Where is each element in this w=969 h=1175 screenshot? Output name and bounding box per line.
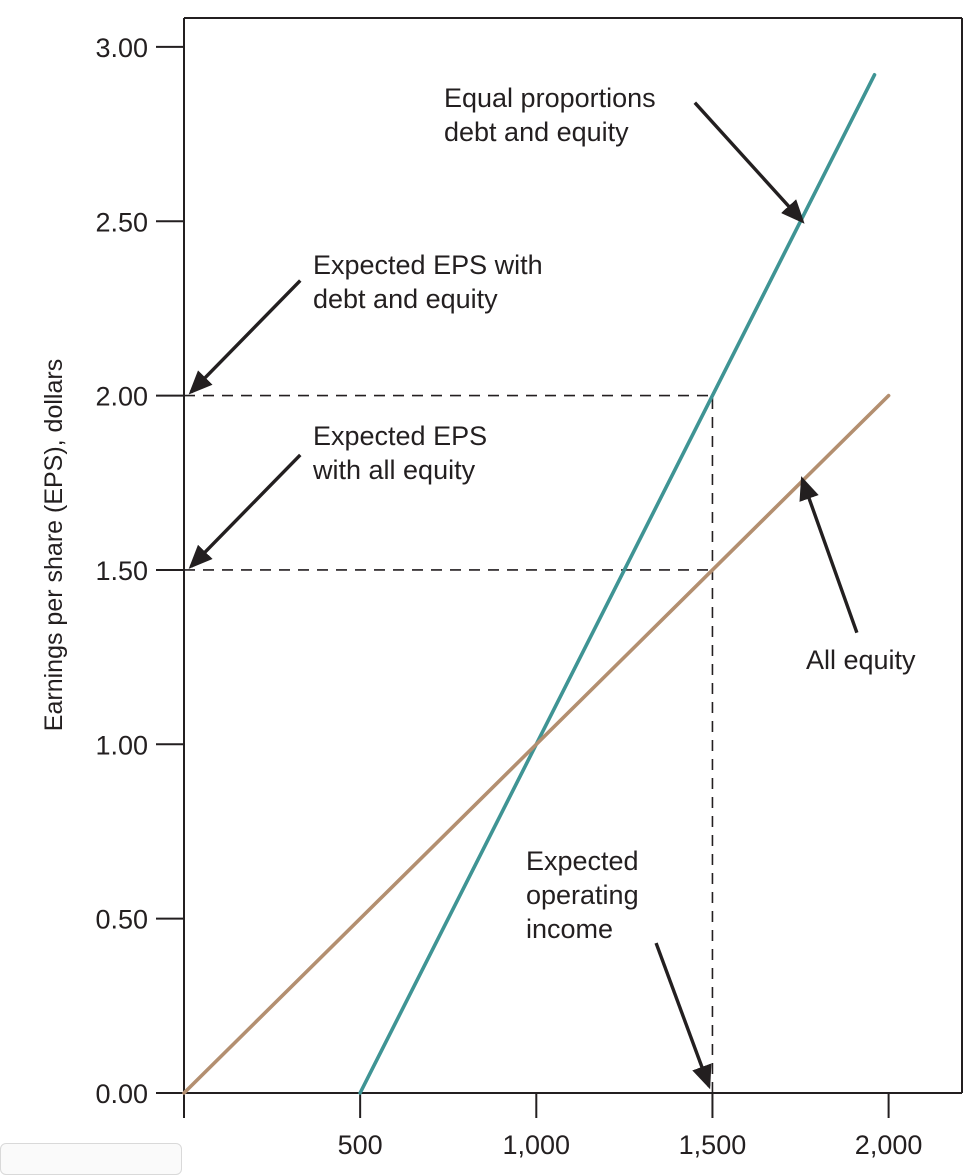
scroll-indicator [0,1143,182,1175]
y-axis-title: Earnings per share (EPS), dollars [40,359,68,731]
plot-frame [183,17,963,1094]
x-tick-label: 500 [338,1130,383,1160]
annotation-arrow [654,942,712,1090]
y-tick-label: 2.50 [95,207,148,237]
annotation-arrow [693,101,805,224]
annotation-arrow [188,279,302,395]
annotation-text: Expected EPS with all equity [312,421,487,485]
x-tick-label: 2,000 [855,1130,923,1160]
annotations: Equal proportions debt and equity Expected… [188,83,916,1090]
series-line [182,393,891,1095]
annotation-text: All equity [806,645,916,675]
y-tick-label: 3.00 [95,33,148,63]
y-axis-ticks: 0.00 0.50 1.00 1.50 2.00 2.50 3.00 [95,33,184,1109]
annotation-arrow [799,476,859,634]
annotation-text: Equal proportions debt and equity [444,83,656,147]
annotation-arrow [188,453,302,569]
y-tick-label: 0.50 [95,905,148,935]
x-tick-label: 1,500 [679,1130,747,1160]
annotation-text: Expected operating income [526,846,639,944]
y-tick-label: 1.50 [95,556,148,586]
series-lines [182,73,891,1095]
y-tick-label: 2.00 [95,382,148,412]
y-tick-label: 0.00 [95,1079,148,1109]
y-tick-label: 1.00 [95,730,148,760]
series-line [358,73,877,1095]
x-axis-ticks: 500 1,000 1,500 2,000 [183,1093,923,1160]
reference-lines [184,394,714,1093]
x-tick-label: 1,000 [503,1130,571,1160]
annotation-text: Expected EPS with debt and equity [313,250,543,314]
